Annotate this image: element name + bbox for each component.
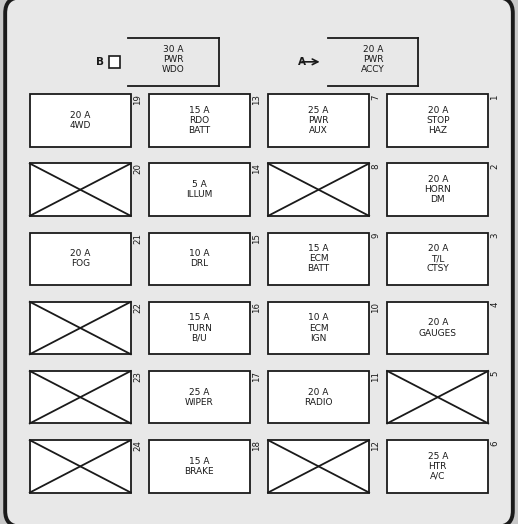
Bar bbox=[387, 94, 488, 147]
Text: 11: 11 bbox=[371, 371, 380, 382]
Bar bbox=[149, 371, 250, 423]
Bar bbox=[149, 440, 250, 493]
Text: 7: 7 bbox=[371, 94, 380, 100]
Bar bbox=[387, 233, 488, 285]
Bar bbox=[387, 302, 488, 354]
Bar bbox=[387, 440, 488, 493]
Text: 19: 19 bbox=[133, 94, 142, 105]
Text: 17: 17 bbox=[252, 371, 261, 382]
Text: 4: 4 bbox=[490, 302, 499, 307]
Text: 5 A
ILLUM: 5 A ILLUM bbox=[186, 180, 212, 199]
Bar bbox=[268, 163, 369, 216]
Text: 25 A
PWR
AUX: 25 A PWR AUX bbox=[308, 106, 329, 135]
Bar bbox=[268, 94, 369, 147]
Text: 21: 21 bbox=[133, 233, 142, 244]
Text: B: B bbox=[96, 57, 104, 67]
Text: 2: 2 bbox=[490, 163, 499, 169]
Text: 10: 10 bbox=[371, 302, 380, 313]
Bar bbox=[30, 163, 131, 216]
Text: 15 A
ECM
BATT: 15 A ECM BATT bbox=[308, 244, 329, 274]
Text: 25 A
WIPER: 25 A WIPER bbox=[185, 388, 214, 407]
Text: 9: 9 bbox=[371, 233, 380, 238]
Bar bbox=[30, 302, 131, 354]
Text: A: A bbox=[298, 57, 306, 67]
Text: 16: 16 bbox=[252, 302, 261, 313]
Text: 13: 13 bbox=[252, 94, 261, 105]
Bar bbox=[268, 302, 369, 354]
Text: 20 A
PWR
ACCY: 20 A PWR ACCY bbox=[361, 45, 385, 74]
Text: 24: 24 bbox=[133, 440, 142, 451]
Text: 20 A
HORN
DM: 20 A HORN DM bbox=[424, 175, 451, 204]
Text: 14: 14 bbox=[252, 163, 261, 174]
Text: 20 A
GAUGES: 20 A GAUGES bbox=[419, 319, 457, 337]
Text: 22: 22 bbox=[133, 302, 142, 313]
Bar bbox=[30, 94, 131, 147]
Bar bbox=[30, 371, 131, 423]
Text: 23: 23 bbox=[133, 371, 142, 382]
Text: 12: 12 bbox=[371, 440, 380, 451]
Text: 15 A
BRAKE: 15 A BRAKE bbox=[184, 457, 214, 476]
Text: 18: 18 bbox=[252, 440, 261, 451]
Text: 15 A
RDO
BATT: 15 A RDO BATT bbox=[189, 106, 210, 135]
Text: 8: 8 bbox=[371, 163, 380, 169]
Bar bbox=[268, 233, 369, 285]
Bar bbox=[149, 163, 250, 216]
Text: 30 A
PWR
WDO: 30 A PWR WDO bbox=[162, 45, 185, 74]
Text: 5: 5 bbox=[490, 371, 499, 376]
Text: 1: 1 bbox=[490, 94, 499, 100]
Text: 25 A
HTR
A/C: 25 A HTR A/C bbox=[427, 452, 448, 481]
Text: 20 A
4WD: 20 A 4WD bbox=[69, 111, 91, 130]
Bar bbox=[149, 94, 250, 147]
Text: 15: 15 bbox=[252, 233, 261, 244]
Bar bbox=[109, 56, 120, 68]
Text: 20 A
STOP
HAZ: 20 A STOP HAZ bbox=[426, 106, 450, 135]
FancyBboxPatch shape bbox=[5, 0, 513, 524]
Bar bbox=[268, 371, 369, 423]
Text: 20: 20 bbox=[133, 163, 142, 174]
Bar bbox=[149, 302, 250, 354]
Bar bbox=[30, 440, 131, 493]
Text: 3: 3 bbox=[490, 233, 499, 238]
Text: 20 A
RADIO: 20 A RADIO bbox=[304, 388, 333, 407]
Text: 10 A
DRL: 10 A DRL bbox=[189, 249, 210, 268]
Bar bbox=[387, 163, 488, 216]
Text: 20 A
FOG: 20 A FOG bbox=[70, 249, 91, 268]
Text: 20 A
T/L
CTSY: 20 A T/L CTSY bbox=[426, 244, 449, 274]
Bar bbox=[387, 371, 488, 423]
Text: 6: 6 bbox=[490, 440, 499, 445]
Bar bbox=[30, 233, 131, 285]
Text: 10 A
ECM
IGN: 10 A ECM IGN bbox=[308, 313, 329, 343]
Bar bbox=[268, 440, 369, 493]
Bar bbox=[149, 233, 250, 285]
Text: 15 A
TURN
B/U: 15 A TURN B/U bbox=[187, 313, 212, 343]
